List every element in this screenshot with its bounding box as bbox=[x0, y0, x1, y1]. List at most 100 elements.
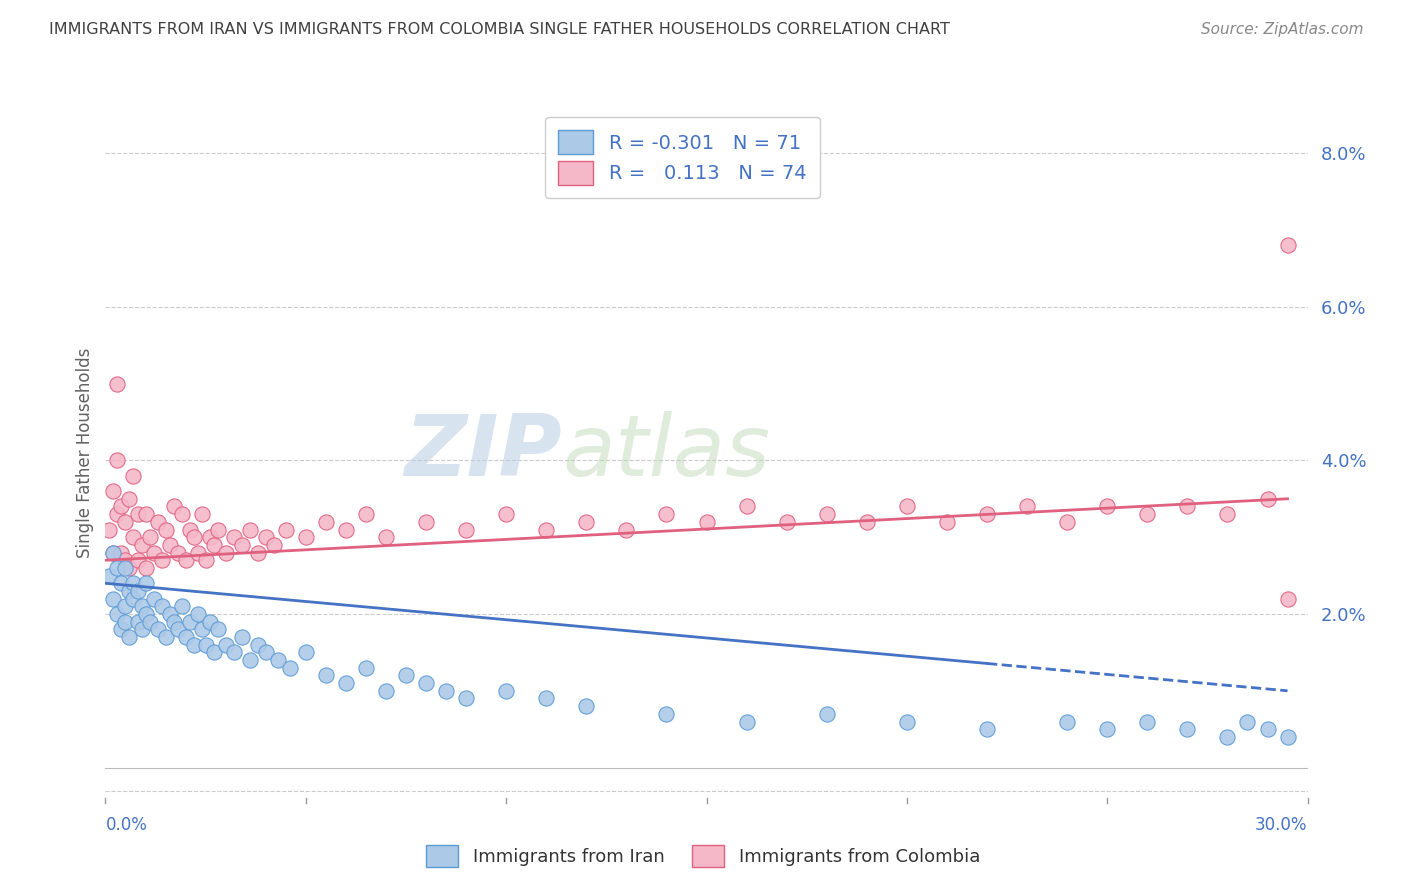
Point bbox=[815, 507, 838, 521]
Point bbox=[159, 538, 181, 552]
Point bbox=[374, 530, 398, 544]
Point bbox=[354, 661, 377, 675]
Point bbox=[207, 623, 229, 637]
Point bbox=[122, 468, 145, 483]
Point bbox=[103, 484, 125, 499]
Point bbox=[142, 545, 165, 559]
Point bbox=[159, 607, 181, 621]
Point bbox=[198, 530, 221, 544]
Point bbox=[976, 507, 998, 521]
Point bbox=[98, 568, 121, 582]
Point bbox=[114, 553, 136, 567]
Point bbox=[1277, 238, 1299, 252]
Point bbox=[166, 545, 188, 559]
Point bbox=[896, 500, 918, 514]
Point bbox=[415, 515, 437, 529]
Point bbox=[655, 507, 678, 521]
Point bbox=[335, 523, 357, 537]
Point bbox=[187, 545, 209, 559]
Point bbox=[110, 623, 132, 637]
Point bbox=[616, 523, 638, 537]
Point bbox=[131, 538, 153, 552]
Point bbox=[1056, 714, 1078, 729]
Point bbox=[127, 553, 149, 567]
Point bbox=[103, 545, 125, 559]
Point bbox=[135, 561, 157, 575]
Point bbox=[575, 699, 598, 714]
Point bbox=[170, 507, 193, 521]
Point bbox=[114, 599, 136, 614]
Point bbox=[222, 645, 245, 659]
Legend: R = -0.301   N = 71, R =   0.113   N = 74: R = -0.301 N = 71, R = 0.113 N = 74 bbox=[544, 117, 820, 198]
Point bbox=[198, 615, 221, 629]
Point bbox=[278, 661, 301, 675]
Point bbox=[246, 638, 269, 652]
Point bbox=[118, 630, 141, 644]
Point bbox=[135, 607, 157, 621]
Point bbox=[295, 530, 318, 544]
Point bbox=[118, 583, 141, 598]
Point bbox=[434, 683, 457, 698]
Point bbox=[1097, 500, 1119, 514]
Point bbox=[183, 530, 205, 544]
Point bbox=[1177, 500, 1199, 514]
Point bbox=[1216, 730, 1239, 744]
Point bbox=[1277, 591, 1299, 606]
Point bbox=[110, 576, 132, 591]
Text: ZIP: ZIP bbox=[405, 411, 562, 494]
Point bbox=[110, 545, 132, 559]
Point bbox=[98, 523, 121, 537]
Y-axis label: Single Father Households: Single Father Households bbox=[76, 348, 94, 558]
Point bbox=[127, 583, 149, 598]
Point bbox=[122, 591, 145, 606]
Point bbox=[118, 491, 141, 506]
Text: atlas: atlas bbox=[562, 411, 770, 494]
Point bbox=[122, 530, 145, 544]
Point bbox=[162, 500, 184, 514]
Point bbox=[179, 615, 201, 629]
Point bbox=[202, 538, 225, 552]
Point bbox=[107, 507, 129, 521]
Point bbox=[696, 515, 718, 529]
Point bbox=[374, 683, 398, 698]
Point bbox=[1257, 491, 1279, 506]
Point bbox=[222, 530, 245, 544]
Point bbox=[1177, 723, 1199, 737]
Point bbox=[936, 515, 959, 529]
Point bbox=[150, 553, 173, 567]
Point bbox=[454, 523, 477, 537]
Point bbox=[146, 623, 169, 637]
Point bbox=[495, 507, 517, 521]
Point bbox=[735, 714, 758, 729]
Point bbox=[127, 507, 149, 521]
Point bbox=[127, 615, 149, 629]
Point bbox=[202, 645, 225, 659]
Point bbox=[896, 714, 918, 729]
Point bbox=[231, 630, 253, 644]
Point bbox=[190, 507, 212, 521]
Point bbox=[138, 615, 160, 629]
Point bbox=[103, 545, 125, 559]
Point bbox=[267, 653, 290, 667]
Point bbox=[107, 453, 129, 467]
Text: Source: ZipAtlas.com: Source: ZipAtlas.com bbox=[1201, 22, 1364, 37]
Legend: Immigrants from Iran, Immigrants from Colombia: Immigrants from Iran, Immigrants from Co… bbox=[418, 836, 988, 876]
Point bbox=[254, 530, 277, 544]
Point bbox=[142, 591, 165, 606]
Point bbox=[575, 515, 598, 529]
Point bbox=[354, 507, 377, 521]
Point bbox=[776, 515, 799, 529]
Point bbox=[110, 500, 132, 514]
Point bbox=[179, 523, 201, 537]
Point bbox=[107, 607, 129, 621]
Point bbox=[114, 615, 136, 629]
Point bbox=[495, 683, 517, 698]
Point bbox=[174, 553, 197, 567]
Point bbox=[174, 630, 197, 644]
Text: 0.0%: 0.0% bbox=[105, 816, 148, 834]
Point bbox=[315, 668, 337, 682]
Point bbox=[239, 523, 262, 537]
Point bbox=[855, 515, 877, 529]
Point bbox=[335, 676, 357, 690]
Point bbox=[239, 653, 262, 667]
